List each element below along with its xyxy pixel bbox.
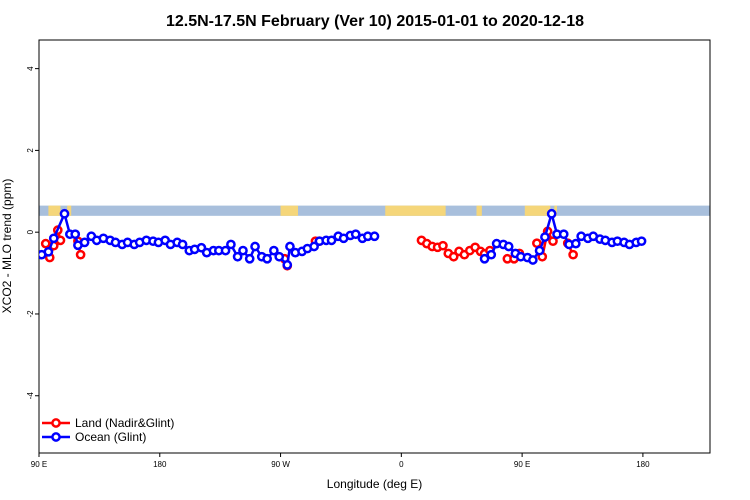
x-tick-label: 90 W [271,460,290,469]
data-point [540,232,550,242]
data-point [528,255,538,265]
data-point [369,231,380,242]
y-tick-label: 4 [26,66,35,71]
data-point [548,236,558,247]
land-patch [280,205,299,216]
data-point [274,251,285,262]
data-point [448,251,459,262]
data-point [232,251,243,262]
y-axis-label: XCO2 - MLO trend (ppm) [0,179,14,314]
land-patch [524,205,551,216]
x-tick-label: 0 [399,460,404,469]
x-tick-label: 180 [636,460,650,469]
x-tick-label: 90 E [31,460,47,469]
land-patch [48,205,61,216]
data-point [70,229,81,240]
data-point [250,241,260,252]
data-point [438,240,448,251]
data-point [534,245,545,256]
ocean-band [39,205,710,216]
x-tick-label: 90 E [514,460,530,469]
chart-title: 12.5N-17.5N February (Ver 10) 2015-01-01… [166,13,584,30]
data-point [238,245,248,256]
legend-marker [51,432,61,442]
axes: 90 E 180 90 W 0 90 E 180 -4 -2 0 2 4 [26,66,650,469]
y-tick-label: 2 [26,148,35,153]
land-patch [67,205,72,216]
data-point [59,208,70,219]
data-point [486,249,497,260]
legend-marker [51,418,61,428]
land-patch [554,205,558,216]
plot-frame [38,39,711,454]
legend-label: Land (Nadir&Glint) [75,416,174,430]
data-point [546,208,557,219]
data-point [43,246,54,257]
data-point [570,238,581,249]
legend-label: Ocean (Glint) [75,430,146,444]
data-point [285,241,295,252]
data-point [40,238,51,249]
legend: Land (Nadir&Glint)Ocean (Glint) [42,416,174,444]
land-patch [476,205,482,216]
data-point [75,249,86,260]
data-point [282,260,293,270]
data-point [568,249,578,260]
data-point [177,239,188,250]
data-point [220,245,231,256]
data-point [503,241,514,252]
data-point [558,229,569,240]
data-point [269,245,279,256]
y-tick-label: -4 [26,392,35,400]
data-point [350,229,361,240]
data-point [262,253,272,264]
series-layer [39,208,647,271]
x-tick-label: 180 [153,460,167,469]
data-point [244,253,255,264]
data-point [326,235,337,246]
x-axis-label: Longitude (deg E) [327,477,422,491]
data-point [79,237,90,248]
y-tick-label: 0 [26,229,35,234]
data-point [48,233,59,244]
data-point [479,253,490,264]
data-point [226,239,236,250]
y-tick-label: -2 [26,310,35,318]
data-point [309,241,319,252]
data-point [636,236,647,247]
map-band [39,205,710,216]
land-patch [385,205,446,216]
